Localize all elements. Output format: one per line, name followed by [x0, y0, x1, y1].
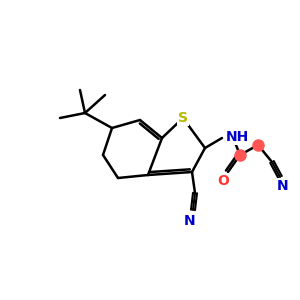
Text: N: N: [184, 214, 196, 228]
Text: N: N: [277, 179, 289, 193]
Text: NH: NH: [226, 130, 249, 144]
Text: O: O: [217, 174, 229, 188]
Text: S: S: [178, 111, 188, 125]
